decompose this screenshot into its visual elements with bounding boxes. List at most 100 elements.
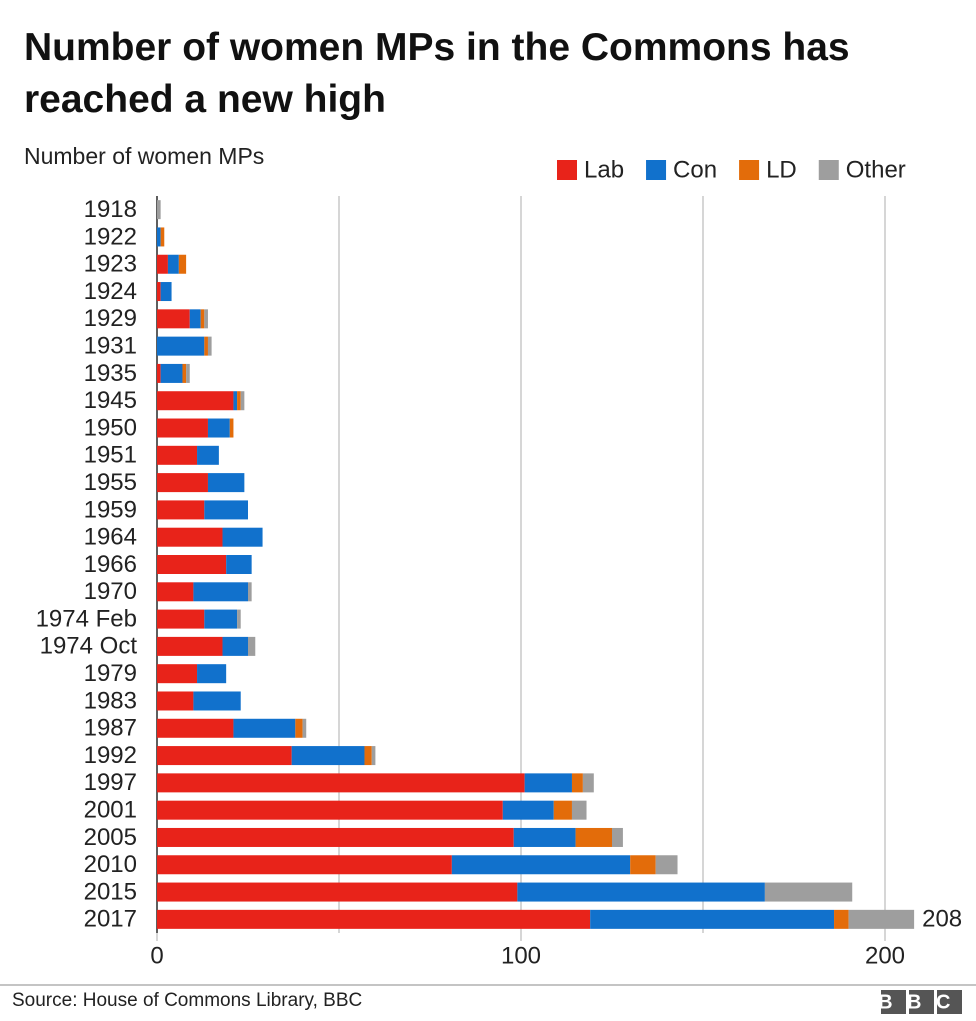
bar-segment: [229, 418, 234, 438]
bar-segment: [237, 609, 241, 629]
legend-swatch: [646, 160, 667, 180]
logo: BBC: [878, 990, 965, 1014]
bar-segment: [240, 391, 245, 411]
bar-segment: [157, 746, 292, 766]
bar-segment: [157, 800, 503, 820]
bar-segment: [364, 746, 372, 766]
bar-segment: [207, 473, 245, 493]
bar-segment: [157, 418, 208, 438]
bar-segment: [157, 336, 205, 356]
legend-label: LD: [766, 156, 797, 183]
y-tick-label: 1923: [84, 251, 137, 278]
bar-segment: [157, 527, 223, 547]
total-label: 208: [922, 906, 962, 933]
bar-segment: [157, 200, 161, 220]
bar-segment: [193, 691, 241, 711]
bar-segment: [157, 309, 190, 329]
y-tick-label: 1992: [84, 742, 137, 769]
bar-segment: [204, 309, 208, 329]
bar-segment: [207, 336, 212, 356]
legend-label: Lab: [584, 156, 624, 183]
y-tick-label: 1922: [84, 223, 137, 250]
bar-segment: [291, 746, 365, 766]
chart-subtitle: Number of women MPs: [24, 143, 264, 169]
bar-segment: [197, 445, 219, 465]
bar-segment: [764, 882, 853, 902]
y-tick-label: 1931: [84, 332, 137, 359]
bar-segment: [157, 473, 208, 493]
bar-segment: [157, 582, 194, 602]
bar-segment: [157, 254, 168, 274]
bar-segment: [157, 773, 525, 793]
bar-segment: [157, 500, 205, 520]
bar-segment: [248, 582, 252, 602]
bar-segment: [233, 391, 238, 411]
legend-swatch: [557, 160, 577, 180]
bar-segment: [157, 909, 591, 929]
y-tick-label: 1979: [84, 660, 137, 687]
y-tick-label: 2017: [84, 906, 137, 933]
bar-segment: [371, 746, 376, 766]
x-tick-label: 100: [501, 942, 541, 969]
logo-box: [937, 990, 962, 1014]
y-tick-label: 2015: [84, 878, 137, 905]
bar-segment: [204, 609, 238, 629]
bar-segment: [157, 718, 234, 738]
y-tick-label: 1935: [84, 360, 137, 387]
y-tick-label: 1983: [84, 687, 137, 714]
bar-segment: [160, 282, 172, 302]
bar-segment: [200, 309, 205, 329]
y-tick-label: 2010: [84, 851, 137, 878]
y-tick-label: 2001: [84, 797, 137, 824]
bar-segment: [157, 882, 518, 902]
y-tick-label: 1924: [84, 278, 137, 305]
y-tick-label: 1974 Oct: [40, 633, 138, 660]
y-tick-label: 1964: [84, 524, 137, 551]
bar-segment: [204, 500, 248, 520]
bar-segment: [237, 391, 241, 411]
bar-segment: [848, 909, 915, 929]
bar-segment: [157, 391, 234, 411]
bar-segment: [204, 336, 208, 356]
y-tick-label: 1974 Feb: [36, 605, 137, 632]
bar-segment: [197, 664, 227, 684]
bar-segment: [226, 555, 252, 574]
bar-segment: [157, 445, 198, 465]
bar-segment: [189, 309, 201, 329]
bar-segment: [834, 909, 849, 929]
bar-segment: [157, 227, 161, 247]
y-tick-label: 2005: [84, 824, 137, 851]
bar-segment: [157, 363, 161, 383]
bar-segment: [553, 800, 572, 820]
y-tick-label: 1929: [84, 305, 137, 332]
bar-segment: [590, 909, 835, 929]
y-tick-label: 1955: [84, 469, 137, 496]
bar-segment: [178, 254, 187, 274]
logo-text: BBC: [878, 991, 965, 1013]
bar-segment: [612, 827, 623, 847]
chart-title: Number of women MPs in the Commons has r…: [24, 26, 850, 121]
bar-segment: [157, 282, 161, 302]
bar-segment: [157, 664, 198, 684]
legend-swatch: [739, 160, 760, 180]
bar-segment: [157, 609, 205, 629]
y-tick-label: 1970: [84, 578, 137, 605]
bar-segment: [502, 800, 554, 820]
y-tick-label: 1945: [84, 387, 137, 414]
legend-label: Other: [846, 156, 906, 183]
bar-segment: [451, 855, 631, 875]
y-tick-label: 1987: [84, 715, 137, 742]
bar-segment: [157, 636, 223, 656]
legend-label: Con: [673, 156, 717, 183]
bar-segment: [222, 636, 248, 656]
bar-segment: [157, 855, 452, 875]
bar-segment: [157, 827, 514, 847]
y-tick-label: 1997: [84, 769, 137, 796]
bar-segment: [295, 718, 303, 738]
bar-segment: [186, 363, 190, 383]
bar-segment: [630, 855, 656, 875]
bar-segment: [222, 527, 263, 547]
bar-segment: [524, 773, 572, 793]
y-tick-label: 1951: [84, 442, 137, 469]
